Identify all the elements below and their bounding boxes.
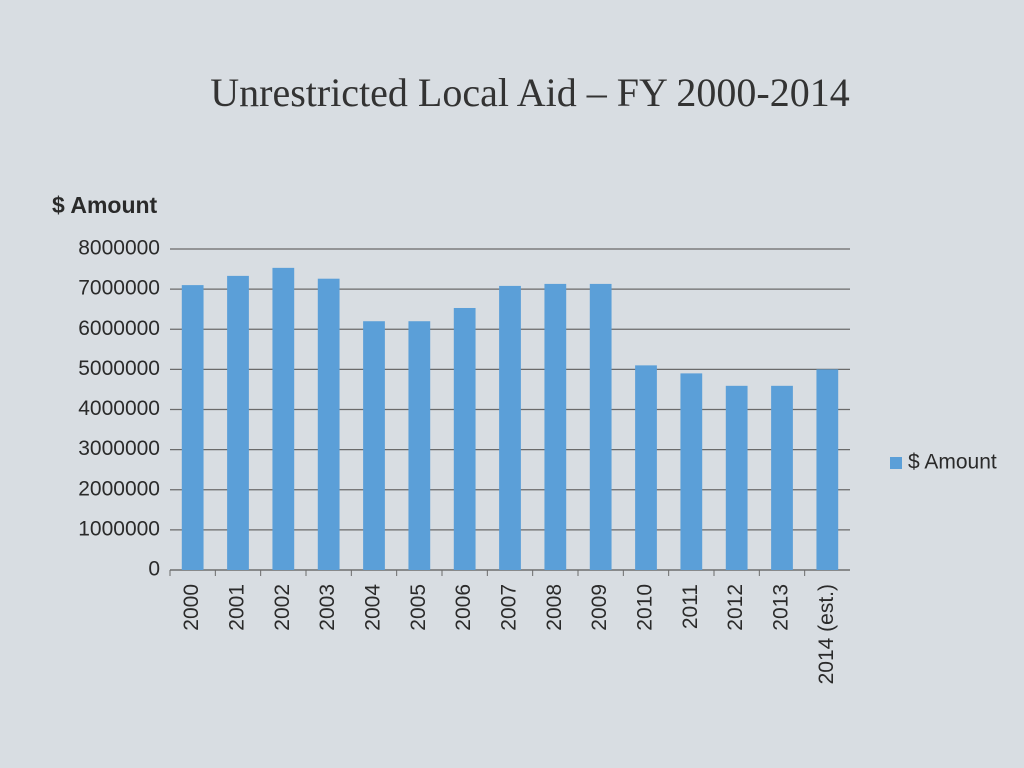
- bar: [363, 321, 385, 570]
- x-tick-label: 2000: [180, 584, 203, 631]
- y-tick-label: 4000000: [78, 397, 160, 420]
- y-tick-label: 1000000: [78, 517, 160, 540]
- bar: [635, 365, 657, 570]
- x-tick-label: 2009: [588, 584, 611, 631]
- x-tick-label: 2011: [679, 584, 702, 629]
- chart-title: Unrestricted Local Aid – FY 2000-2014: [210, 70, 850, 115]
- bar: [181, 285, 204, 570]
- x-tick-label: 2003: [316, 584, 339, 631]
- bar: [816, 369, 839, 570]
- x-tick-label: 2010: [634, 584, 657, 631]
- bar: [227, 275, 249, 570]
- y-tick-label: 7000000: [78, 277, 160, 300]
- bar: [408, 321, 431, 570]
- x-tick-label: 2002: [271, 584, 294, 631]
- bar: [771, 385, 793, 570]
- y-tick-label: 5000000: [78, 357, 160, 380]
- legend-label: $ Amount: [908, 451, 997, 474]
- x-tick-label: 2001: [226, 584, 249, 631]
- bar: [499, 285, 521, 570]
- x-tick-label: 2005: [407, 584, 430, 631]
- y-tick-label: 2000000: [78, 477, 160, 500]
- bar: [272, 267, 295, 570]
- bar: [725, 385, 748, 570]
- bar: [317, 278, 340, 570]
- x-tick-label: 2013: [770, 584, 793, 631]
- x-tick-label: 2004: [362, 584, 385, 631]
- legend-swatch: [890, 457, 902, 469]
- bar: [453, 307, 476, 570]
- y-tick-label: 8000000: [78, 237, 160, 260]
- x-tick-label: 2008: [543, 584, 566, 631]
- bar: [680, 373, 703, 570]
- bar: [589, 283, 612, 570]
- x-tick-label: 2006: [452, 584, 475, 631]
- y-axis-label: $ Amount: [52, 192, 158, 218]
- x-tick-label: 2014 (est.): [815, 584, 838, 684]
- x-tick-label: 2007: [498, 584, 521, 631]
- bar: [544, 283, 567, 570]
- y-tick-label: 6000000: [78, 317, 160, 340]
- x-tick-label: 2012: [724, 584, 747, 631]
- y-tick-label: 3000000: [78, 437, 160, 460]
- y-tick-label: 0: [148, 558, 160, 581]
